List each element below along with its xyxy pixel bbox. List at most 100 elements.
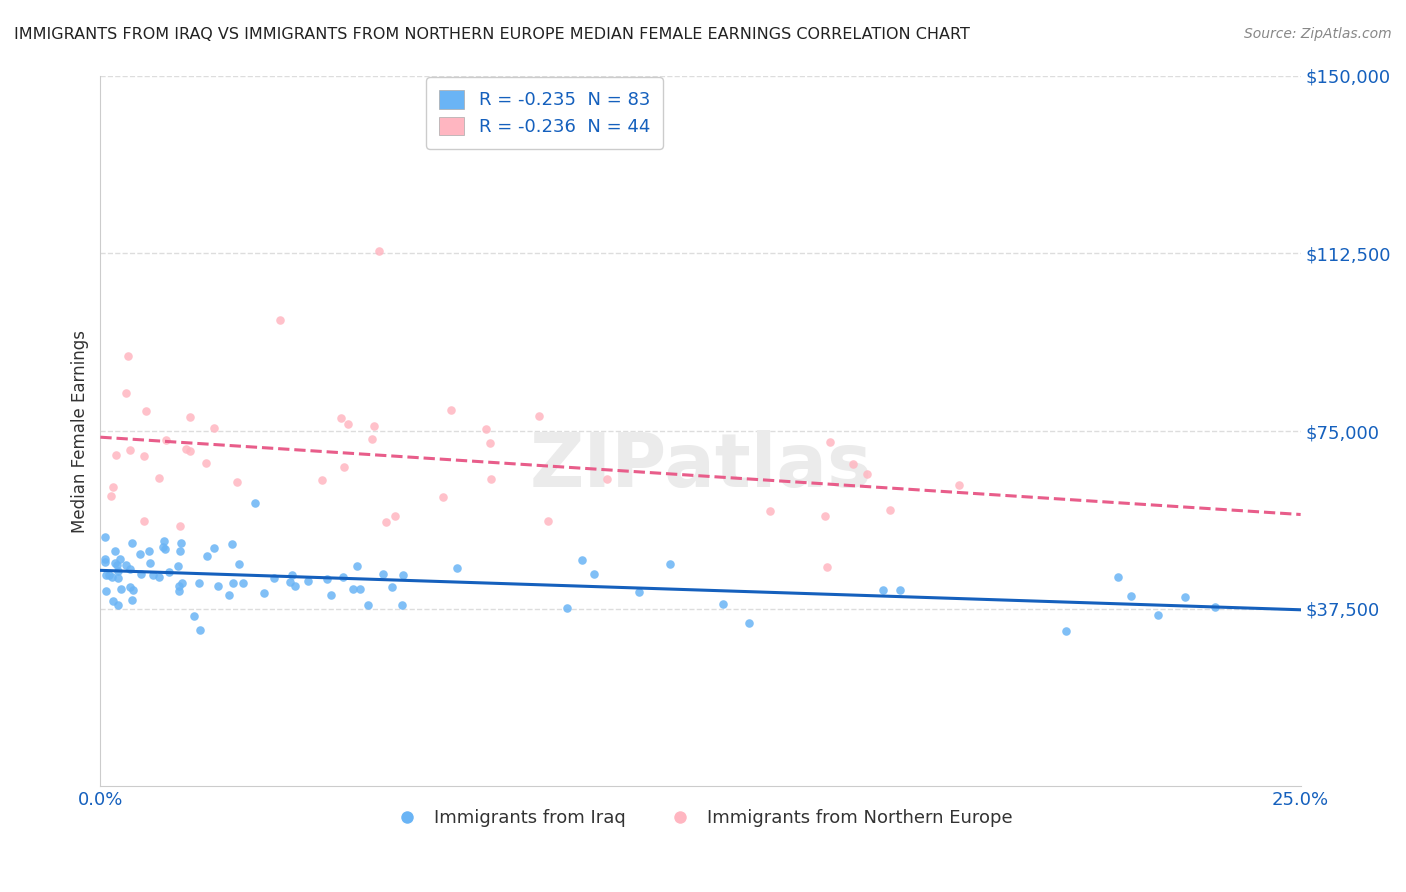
Point (100, 490, 122, 504)
Point (842, 457, 865, 471)
Point (349, 582, 371, 596)
Point (94, 530, 117, 544)
Point (179, 444, 201, 458)
Point (135, 404, 157, 418)
Point (269, 313, 291, 327)
Point (94, 555, 117, 569)
Point (96, 568, 118, 582)
Point (1121, 589, 1143, 603)
Point (152, 534, 174, 549)
Point (479, 436, 502, 450)
Point (571, 553, 593, 567)
Point (174, 442, 197, 456)
Point (537, 514, 560, 528)
Point (711, 597, 734, 611)
Point (360, 432, 382, 446)
Point (117, 349, 139, 363)
Point (356, 598, 378, 612)
Point (475, 422, 498, 436)
Point (815, 560, 838, 574)
Point (384, 509, 406, 524)
Point (479, 472, 502, 486)
Point (120, 580, 142, 594)
Point (280, 575, 302, 590)
Point (139, 557, 162, 571)
Point (101, 480, 124, 494)
Point (138, 544, 160, 558)
Point (381, 580, 404, 594)
Point (94, 583, 117, 598)
Point (232, 575, 254, 590)
Point (115, 385, 138, 400)
Point (392, 567, 415, 582)
Legend: Immigrants from Iraq, Immigrants from Northern Europe: Immigrants from Iraq, Immigrants from No… (381, 802, 1019, 834)
Point (375, 515, 398, 529)
Point (311, 473, 333, 487)
Point (342, 582, 364, 596)
Point (814, 508, 837, 523)
Point (207, 579, 229, 593)
Point (221, 537, 243, 551)
Point (121, 593, 143, 607)
Point (440, 403, 463, 417)
Y-axis label: Median Female Earnings: Median Female Earnings (72, 329, 89, 533)
Point (107, 598, 129, 612)
Point (167, 579, 190, 593)
Point (100, 570, 122, 584)
Point (1204, 599, 1226, 614)
Point (157, 565, 180, 579)
Point (195, 456, 218, 470)
Point (659, 557, 682, 571)
Point (167, 584, 190, 599)
Point (172, 576, 194, 591)
Point (346, 558, 368, 573)
Point (132, 449, 155, 463)
Point (879, 503, 901, 517)
Point (110, 582, 132, 596)
Point (738, 616, 761, 631)
Point (202, 421, 225, 435)
Point (337, 417, 360, 432)
Point (432, 490, 454, 504)
Point (759, 504, 782, 518)
Point (183, 608, 205, 623)
Point (218, 588, 240, 602)
Point (115, 558, 138, 572)
Text: IMMIGRANTS FROM IRAQ VS IMMIGRANTS FROM NORTHERN EUROPE MEDIAN FEMALE EARNINGS C: IMMIGRANTS FROM IRAQ VS IMMIGRANTS FROM … (14, 27, 970, 42)
Point (1174, 590, 1197, 604)
Point (446, 561, 468, 575)
Point (94, 552, 117, 566)
Point (228, 558, 250, 572)
Point (281, 568, 304, 582)
Point (108, 551, 131, 566)
Point (155, 433, 177, 447)
Point (1147, 608, 1170, 623)
Point (152, 540, 174, 554)
Point (315, 572, 337, 586)
Point (329, 411, 352, 425)
Point (169, 519, 191, 533)
Point (253, 586, 276, 600)
Point (120, 562, 142, 576)
Point (297, 574, 319, 589)
Point (627, 585, 650, 599)
Point (153, 542, 176, 557)
Point (820, 435, 842, 450)
Point (121, 535, 143, 549)
Point (148, 471, 170, 485)
Point (321, 588, 343, 602)
Point (583, 567, 606, 582)
Point (104, 448, 127, 462)
Point (284, 579, 307, 593)
Point (243, 496, 266, 510)
Point (596, 472, 619, 486)
Point (363, 419, 385, 434)
Point (333, 460, 356, 475)
Point (555, 601, 578, 615)
Point (98, 568, 121, 582)
Point (107, 564, 129, 578)
Point (1054, 624, 1077, 638)
Point (134, 514, 156, 528)
Point (148, 570, 170, 584)
Point (169, 544, 191, 558)
